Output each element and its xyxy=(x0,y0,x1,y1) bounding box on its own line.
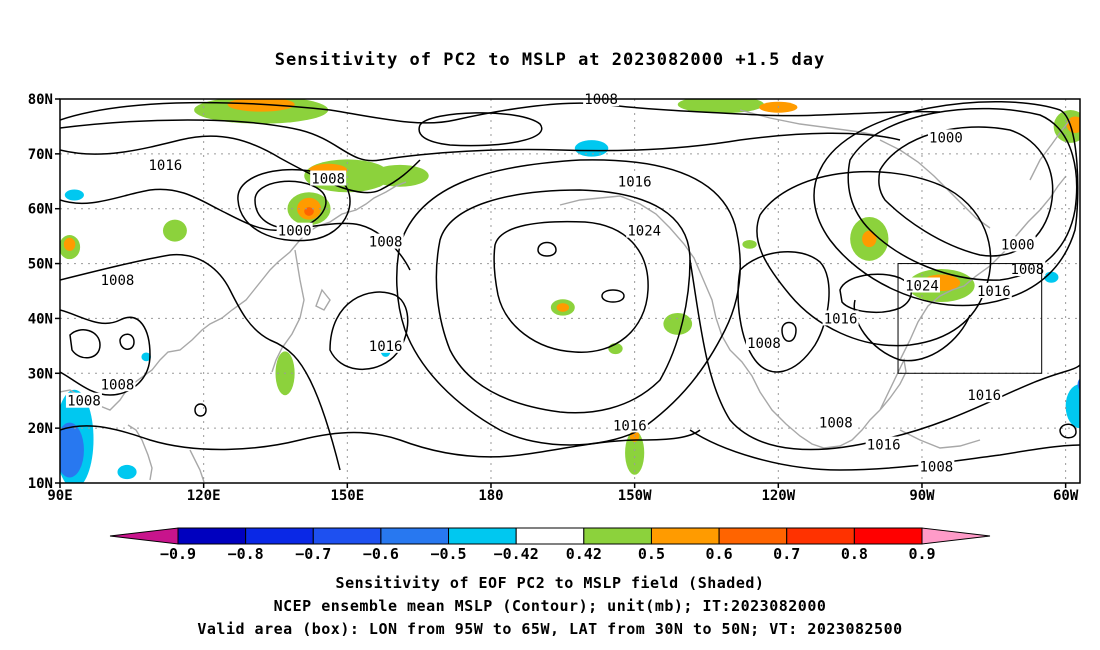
sensitivity-patch xyxy=(227,99,295,112)
contour-label: 1008 xyxy=(101,273,135,289)
sensitivity-patch xyxy=(162,219,187,242)
sensitivity-patch xyxy=(64,189,84,201)
caption-shaded: Sensitivity of EOF PC2 to MSLP field (Sh… xyxy=(335,574,765,592)
sensitivity-patch xyxy=(556,303,570,312)
lon-tick-label: 90E xyxy=(47,488,72,504)
lat-tick-label: 30N xyxy=(28,366,53,382)
lon-tick-label: 90W xyxy=(909,488,935,504)
lon-tick-label: 180 xyxy=(478,488,503,504)
caption-valid-area: Valid area (box): LON from 95W to 65W, L… xyxy=(197,620,903,638)
colorbar-swatch xyxy=(312,527,382,545)
lon-tick-label: 150W xyxy=(618,488,652,504)
lon-tick-label: 120W xyxy=(761,488,795,504)
lat-tick-label: 80N xyxy=(28,92,53,108)
colorbar-label: −0.5 xyxy=(430,545,466,563)
colorbar-label: −0.9 xyxy=(160,545,196,563)
lon-tick-label: 120E xyxy=(187,488,221,504)
lon-tick-label: 60W xyxy=(1053,488,1079,504)
sensitivity-patch xyxy=(663,312,693,335)
contour-label: 1000 xyxy=(278,224,312,240)
contour-label: 1008 xyxy=(819,416,853,432)
lat-tick-label: 60N xyxy=(28,202,53,218)
sensitivity-patch xyxy=(574,140,609,157)
lat-tick-label: 70N xyxy=(28,147,53,163)
colorbar-swatch xyxy=(380,527,450,545)
contour-label: 1000 xyxy=(929,130,963,146)
contour-label: 1008 xyxy=(1010,262,1044,278)
colorbar-swatch xyxy=(853,527,923,545)
lat-tick-label: 50N xyxy=(28,257,53,273)
colorbar-label: −0.6 xyxy=(363,545,399,563)
sensitivity-patch xyxy=(1066,116,1080,134)
valid-area-box xyxy=(897,263,1043,374)
colorbar-swatch xyxy=(448,527,517,545)
colorbar: −0.9 −0.8 −0.7 −0.6 −0.5 −0.42 0.42 0.5 0.6 0.7 0.… xyxy=(109,527,991,563)
contour-label: 1008 xyxy=(369,235,403,251)
lat-tick-label: 20N xyxy=(28,421,53,437)
contour-label: 1016 xyxy=(618,174,652,190)
contour-label: 1016 xyxy=(369,339,403,355)
colorbar-label: −0.42 xyxy=(494,545,539,563)
contour-label: 1008 xyxy=(584,92,618,108)
sensitivity-patch xyxy=(1090,351,1100,395)
mslp-contours xyxy=(60,101,1080,471)
lon-tick-label: 150E xyxy=(330,488,364,504)
colorbar-label: 0.5 xyxy=(638,545,665,563)
colorbar-swatch xyxy=(245,527,314,545)
colorbar-low-extend xyxy=(109,527,179,545)
sensitivity-patch xyxy=(117,464,137,480)
colorbar-high-extend xyxy=(921,527,991,545)
colorbar-label: −0.7 xyxy=(295,545,331,563)
contour-label: 1008 xyxy=(67,394,101,410)
contour-label: 1016 xyxy=(148,158,182,174)
colorbar-swatch xyxy=(583,527,652,545)
contour-label: 1024 xyxy=(627,224,661,240)
chart-title: Sensitivity of PC2 to MSLP at 2023082000… xyxy=(274,50,826,70)
sensitivity-patch xyxy=(1065,384,1080,429)
colorbar-swatch xyxy=(718,527,788,545)
colorbar-swatch xyxy=(650,527,720,545)
contour-label: 1008 xyxy=(747,336,781,352)
contour-label: 1000 xyxy=(1001,237,1035,253)
sensitivity-patch xyxy=(625,430,645,475)
colorbar-label: 0.42 xyxy=(566,545,602,563)
contour-label: 1008 xyxy=(919,460,953,476)
colorbar-label: 0.8 xyxy=(841,545,868,563)
sensitivity-patch xyxy=(862,230,877,248)
sensitivity-patch xyxy=(742,239,757,249)
contour-label: 1016 xyxy=(977,284,1011,300)
colorbar-label: −0.8 xyxy=(228,545,264,563)
lat-tick-label: 40N xyxy=(28,311,53,327)
colorbar-label: 0.6 xyxy=(706,545,733,563)
contour-label: 1008 xyxy=(101,377,135,393)
lat-tick-label: 10N xyxy=(28,476,53,492)
colorbar-swatch xyxy=(515,527,585,545)
colorbar-label: 0.9 xyxy=(908,545,935,563)
contour-label: 1016 xyxy=(967,388,1001,404)
sensitivity-patch xyxy=(1094,453,1100,469)
contour-label: 1024 xyxy=(905,279,939,295)
map-frame xyxy=(59,98,1081,484)
sensitivity-patch xyxy=(677,99,764,114)
caption-contour: NCEP ensemble mean MSLP (Contour); unit(… xyxy=(273,597,827,615)
sensitivity-patch xyxy=(63,237,76,251)
colorbar-swatch xyxy=(786,527,855,545)
contour-label: 1016 xyxy=(867,438,901,454)
sensitivity-patch xyxy=(304,207,314,216)
contour-label: 1016 xyxy=(824,311,858,327)
contour-label: 1008 xyxy=(311,172,345,188)
colorbar-swatch xyxy=(177,527,247,545)
sensitivity-patch xyxy=(60,422,84,478)
sensitivity-patch xyxy=(371,164,429,187)
sensitivity-patch xyxy=(141,352,151,362)
contour-label: 1016 xyxy=(613,418,647,434)
colorbar-label: 0.7 xyxy=(773,545,800,563)
